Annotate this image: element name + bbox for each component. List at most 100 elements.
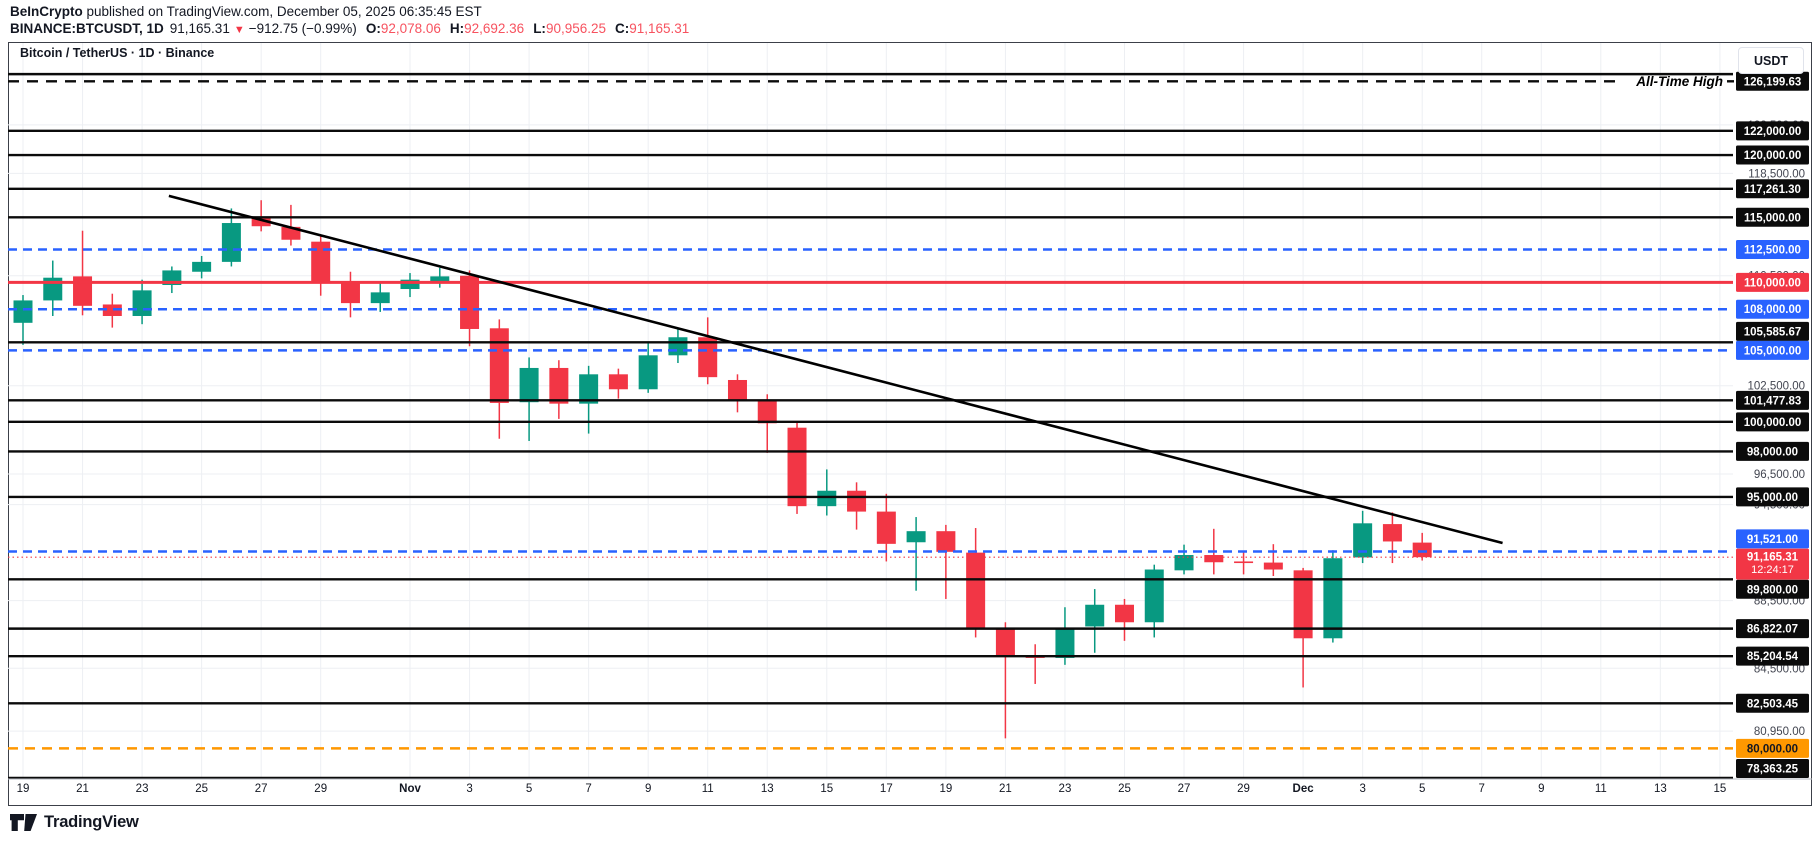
price-label	[1736, 441, 1809, 461]
candle[interactable]	[13, 295, 33, 345]
svg-text:98,000.00: 98,000.00	[1747, 446, 1798, 458]
time-tick: 27	[255, 783, 268, 795]
price-label	[1736, 579, 1809, 599]
price-scale[interactable]	[1733, 42, 1813, 779]
time-tick: 29	[314, 783, 327, 795]
candle[interactable]	[608, 368, 628, 399]
candle[interactable]	[340, 271, 360, 318]
candle[interactable]	[936, 524, 956, 599]
price-label	[1736, 529, 1809, 549]
candle[interactable]	[73, 230, 93, 316]
close-value: C:91,165.31	[615, 21, 690, 36]
candle[interactable]	[192, 255, 212, 279]
candle[interactable]	[638, 343, 658, 393]
candle[interactable]	[1114, 598, 1134, 641]
candle[interactable]	[1085, 589, 1105, 653]
time-tick: 25	[195, 783, 208, 795]
candle[interactable]	[757, 394, 777, 453]
svg-text:78,363.25: 78,363.25	[1747, 764, 1799, 776]
descending-trendline[interactable]	[168, 194, 1503, 545]
time-tick: Nov	[399, 783, 421, 795]
time-tick: 17	[880, 783, 893, 795]
time-scale[interactable]	[8, 780, 1733, 806]
price-tick: 118,500.00	[1748, 168, 1805, 180]
candle[interactable]	[727, 374, 747, 413]
candle[interactable]	[102, 293, 122, 328]
svg-text:120,000.00: 120,000.00	[1744, 150, 1802, 162]
price-level-labels: 126,199.63 122,000.00 120,000.00 117,261.30…	[1736, 71, 1809, 778]
candle[interactable]	[1144, 564, 1164, 638]
candle[interactable]	[1382, 512, 1402, 564]
currency-toggle-button[interactable]: USDT	[1738, 47, 1804, 74]
price-label	[1736, 646, 1809, 666]
candle[interactable]	[430, 267, 450, 288]
candle[interactable]	[817, 469, 837, 516]
time-tick: 15	[820, 783, 833, 795]
candle[interactable]	[251, 200, 271, 232]
open-value: O:92,078.06	[365, 21, 441, 36]
last-price: 91,165.31	[169, 21, 230, 36]
candle[interactable]	[311, 235, 331, 296]
price-down-arrow-icon: ▼	[233, 24, 245, 36]
candle[interactable]	[876, 493, 896, 562]
byline: BeInCrypto published on TradingView.com,…	[10, 4, 482, 19]
candle[interactable]	[549, 360, 569, 419]
time-tick: 21	[999, 783, 1012, 795]
candle[interactable]	[1234, 551, 1254, 575]
candle[interactable]	[668, 328, 688, 364]
candle[interactable]	[698, 317, 718, 385]
time-tick: 19	[939, 783, 952, 795]
time-tick: 7	[1479, 783, 1485, 795]
time-tick: 19	[17, 783, 30, 795]
time-tick: 7	[585, 783, 591, 795]
candle[interactable]	[43, 260, 63, 316]
time-tick: 23	[1059, 783, 1072, 795]
price-label	[1736, 487, 1809, 507]
time-tick: 25	[1118, 783, 1131, 795]
candle[interactable]	[995, 622, 1015, 739]
tradingview-logo[interactable]: TradingView	[10, 813, 139, 832]
svg-text:112,500.00: 112,500.00	[1744, 244, 1801, 256]
tradingview-mark-icon	[10, 814, 37, 831]
svg-text:117,261.30: 117,261.30	[1744, 184, 1801, 196]
byline-author: BeInCrypto	[10, 4, 83, 19]
candle[interactable]	[1025, 644, 1045, 684]
svg-text:115,000.00: 115,000.00	[1744, 212, 1801, 224]
candle[interactable]	[1263, 544, 1283, 577]
price-label	[1736, 340, 1809, 360]
high-value: H:92,692.36	[449, 21, 525, 36]
time-tick: 5	[526, 783, 532, 795]
svg-text:82,503.45: 82,503.45	[1747, 698, 1799, 710]
candle[interactable]	[370, 282, 390, 312]
candle[interactable]	[1353, 510, 1373, 564]
time-tick: 27	[1178, 783, 1191, 795]
price-label	[1736, 272, 1809, 292]
svg-text:108,000.00: 108,000.00	[1744, 304, 1802, 316]
price-label	[1736, 390, 1809, 410]
tradingview-logo-text: TradingView	[44, 813, 139, 831]
price-label	[1736, 121, 1809, 141]
candle[interactable]	[132, 279, 152, 325]
candle-countdown: 12:24:17	[1751, 564, 1794, 576]
price-label	[1736, 321, 1809, 341]
candle[interactable]	[1412, 532, 1432, 561]
time-tick: 11	[1595, 783, 1607, 795]
chart-symbol-title[interactable]: Bitcoin / TetherUS · 1D · Binance	[20, 46, 215, 60]
price-label	[1736, 738, 1809, 758]
candle[interactable]	[847, 482, 867, 530]
candle[interactable]	[162, 266, 182, 294]
candle[interactable]	[966, 528, 986, 638]
price-label	[1736, 412, 1809, 432]
time-tick: Dec	[1293, 783, 1315, 795]
candle[interactable]	[400, 273, 420, 298]
time-tick: 9	[1538, 783, 1544, 795]
candle[interactable]	[787, 421, 807, 514]
time-tick: 15	[1713, 783, 1726, 795]
candle[interactable]	[489, 319, 509, 439]
time-tick: 9	[645, 783, 651, 795]
candle[interactable]	[1174, 544, 1194, 575]
price-levels: All-Time High	[8, 72, 1734, 780]
